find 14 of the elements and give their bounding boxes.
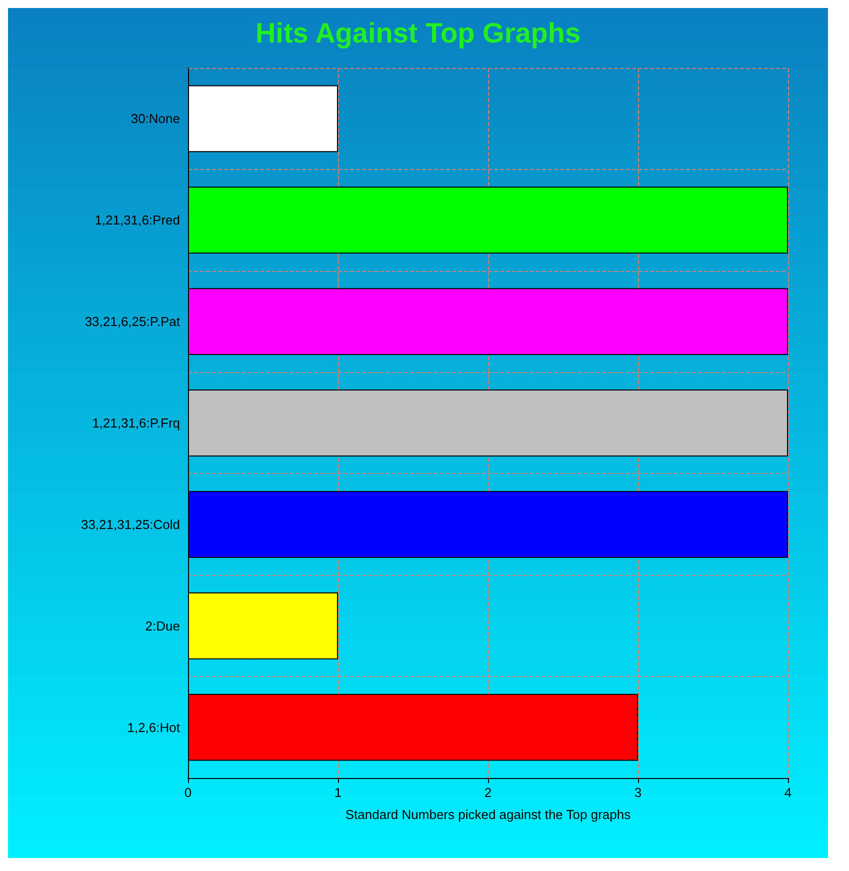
x-axis-title: Standard Numbers picked against the Top graphs (345, 807, 632, 822)
y-tick-label: 1,2,6:Hot (127, 720, 180, 735)
y-tick-label: 1,21,31,6:P.Frq (92, 416, 180, 430)
y-tick-label: 33,21,31,25:Cold (80, 516, 180, 532)
x-tick-label: 3 (634, 785, 642, 800)
x-tick-label: 0 (184, 785, 192, 800)
y-tick-label: 30:None (130, 111, 180, 126)
x-tick-label: 1 (334, 785, 342, 800)
y-tick-label: 1,21,31,6:Pred (94, 212, 180, 228)
x-tick-label: 2 (484, 785, 492, 800)
x-tick-label: 4 (784, 785, 792, 800)
chart-title: Hits Against Top Graphs (255, 18, 581, 48)
y-tick-label: 33,21,6,25:P.Pat (84, 314, 180, 330)
y-tick-label: 2:Due (145, 618, 180, 634)
